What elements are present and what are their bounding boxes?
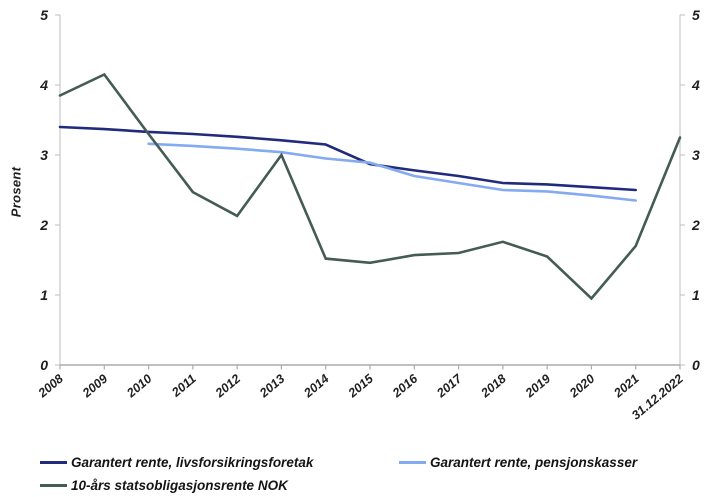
legend-item-garantert-rente-pensjonskasser: Garantert rente, pensjonskasser [399,455,637,470]
x-tick-label: 2018 [478,372,509,401]
legend-line-swatch-green [40,484,67,487]
plot-area: 0 0 1 1 2 2 3 3 4 4 5 5 2008 2009 2010 2011 2012 2013 2014… [35,7,700,423]
legend-line-swatch-navy [40,461,67,464]
y-tick-label-left: 2 [39,217,48,233]
x-tick-label: 2020 [566,372,597,401]
y-tick-label-right: 4 [691,77,700,93]
x-tick-label: 2016 [389,371,421,401]
series-line-0 [58,125,638,192]
x-tick-label: 2012 [212,372,243,401]
y-tick-label-right: 1 [692,287,700,303]
y-axis-title: Prosent [8,166,24,218]
series-line-1 [147,142,638,202]
legend-item-garantert-rente-livsforsikringsforetak: Garantert rente, livsforsikringsforetak [40,455,313,470]
y-tick-label-left: 4 [39,77,48,93]
legend-line-swatch-lightblue [399,461,426,464]
x-tick-label: 2013 [256,372,287,401]
x-tick-label: 2011 [168,372,198,401]
x-tick-label: 2021 [611,372,642,401]
chart-legend: Garantert rente, livsforsikringsforetak … [0,447,712,497]
x-tick-label: 2014 [301,372,332,401]
x-tick-label: 2010 [123,372,154,401]
x-tick-label: 2015 [345,371,377,401]
y-tick-label-left: 5 [40,7,48,23]
x-tick-label: 2008 [35,372,66,401]
legend-label: Garantert rente, livsforsikringsforetak [71,455,314,470]
y-tick-label-right: 0 [692,357,700,373]
y-tick-label-left: 0 [40,357,48,373]
y-tick-label-right: 3 [692,147,700,163]
y-tick-label-right: 2 [691,217,700,233]
series-line-2 [58,72,682,301]
y-tick-label-right: 5 [692,7,700,23]
x-tick-label: 2017 [433,371,465,401]
y-tick-label-left: 3 [40,147,48,163]
legend-label: 10-års statsobligasjonsrente NOK [71,478,288,493]
x-tick-label: 2009 [79,372,110,401]
legend-label: Garantert rente, pensjonskasser [430,455,638,470]
y-tick-label-left: 1 [40,287,48,303]
x-tick-label: 2019 [522,372,553,401]
legend-item-10-ars-statsobligasjonsrente-nok: 10-års statsobligasjonsrente NOK [40,478,288,493]
